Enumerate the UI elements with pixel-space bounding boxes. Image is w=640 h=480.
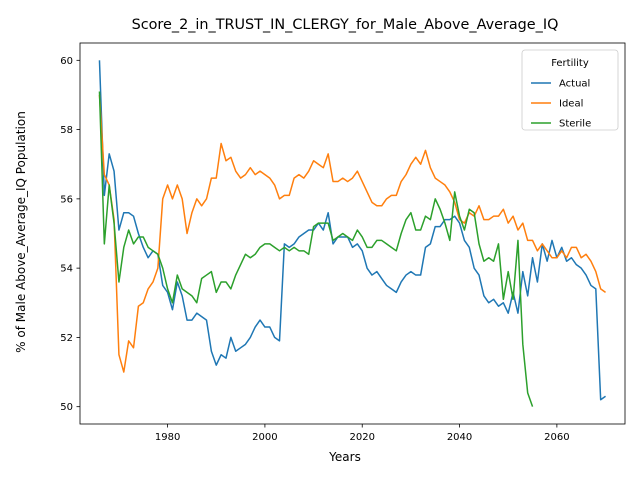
legend-label-sterile: Sterile xyxy=(559,119,591,130)
y-tick-label: 54 xyxy=(60,264,73,275)
x-tick-label: 2040 xyxy=(447,432,472,443)
y-tick-label: 56 xyxy=(60,194,73,205)
plot-frame xyxy=(79,42,626,425)
x-tick-label: 1980 xyxy=(155,432,180,443)
y-axis-label: % of Male Above_Average_IQ Population xyxy=(14,111,28,353)
y-tick-label: 58 xyxy=(60,125,73,136)
x-tick-label: 2020 xyxy=(350,432,375,443)
x-axis-label: Years xyxy=(328,450,361,464)
legend-box xyxy=(521,49,619,131)
series-line-actual xyxy=(98,60,606,401)
y-tick-label: 60 xyxy=(60,56,73,67)
x-tick-label: 2060 xyxy=(544,432,569,443)
y-tick-label: 50 xyxy=(60,402,73,413)
x-tick-label: 2000 xyxy=(252,432,277,443)
legend-title: Fertility xyxy=(551,58,589,69)
legend: Fertility Actual Ideal Sterile xyxy=(521,49,619,131)
legend-label-actual: Actual xyxy=(559,79,590,90)
legend-label-ideal: Ideal xyxy=(559,99,583,110)
y-tick-label: 52 xyxy=(60,333,73,344)
series-line-sterile xyxy=(98,91,534,407)
chart-title: Score_2_in_TRUST_IN_CLERGY_for_Male_Abov… xyxy=(132,17,559,33)
series-line-ideal xyxy=(98,94,606,373)
